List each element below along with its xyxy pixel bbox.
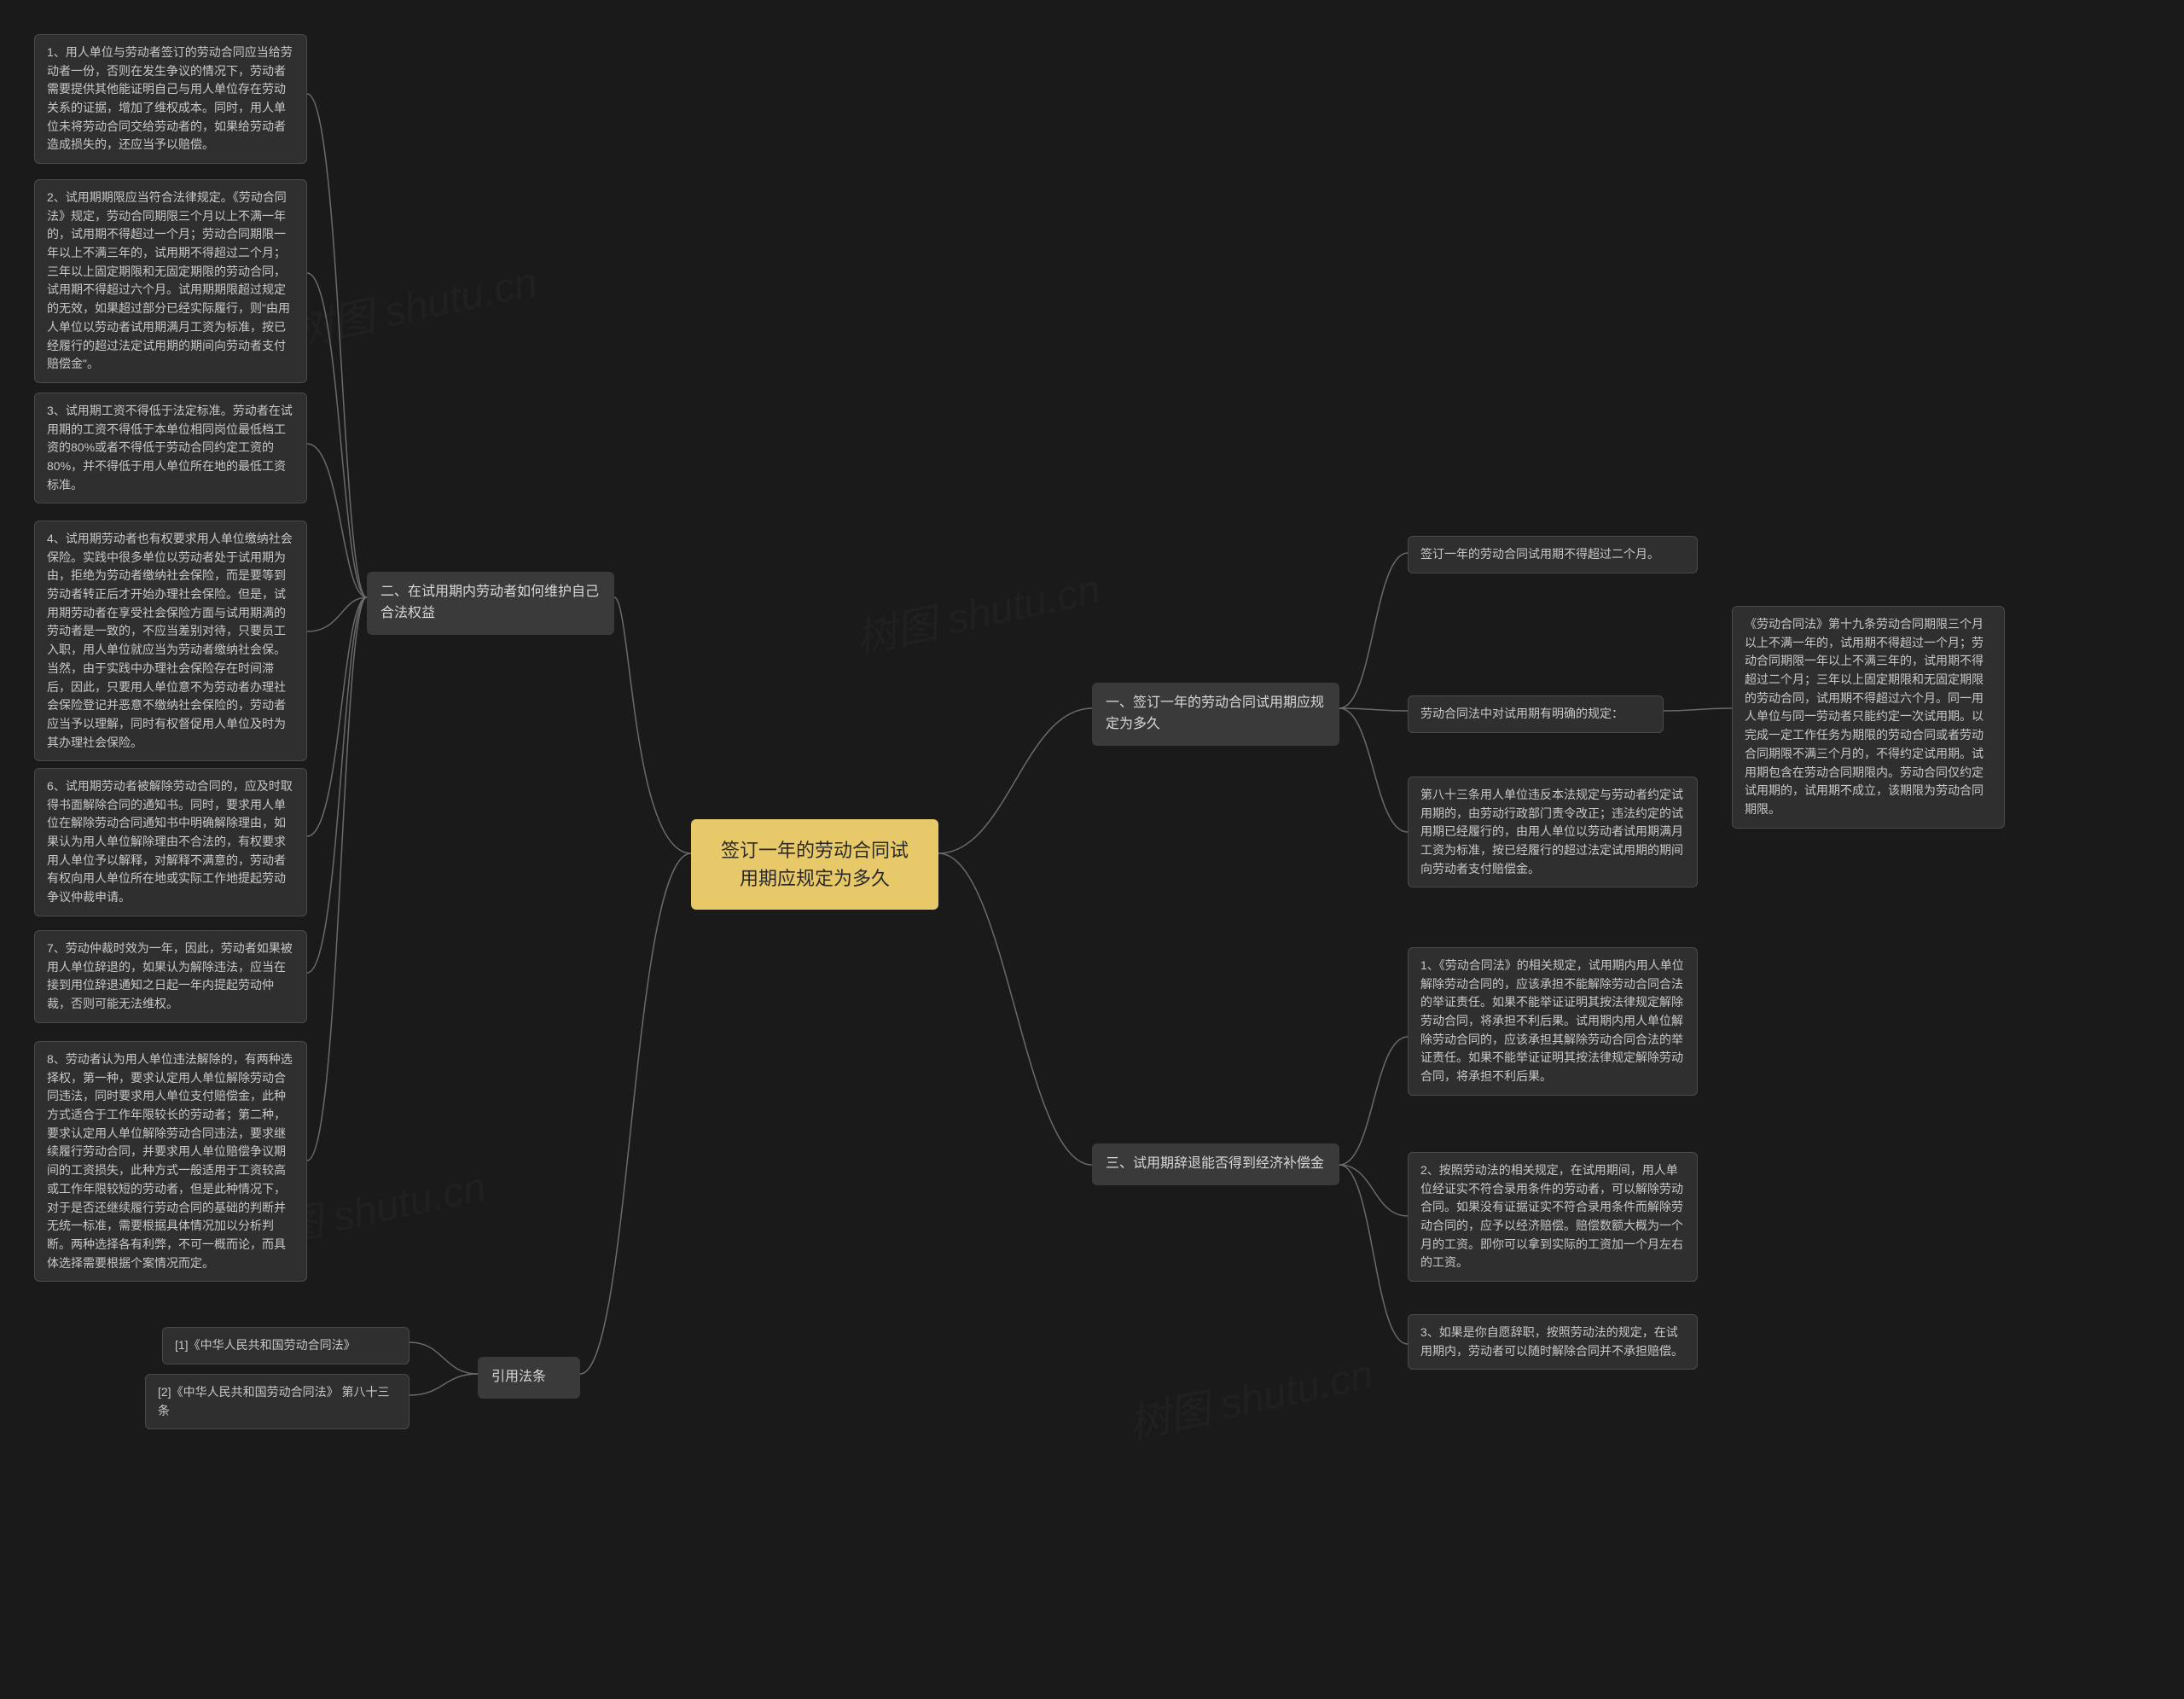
branch-node[interactable]: 一、签订一年的劳动合同试用期应规定为多久 bbox=[1092, 683, 1339, 746]
leaf-node[interactable]: [2]《中华人民共和国劳动合同法》 第八十三条 bbox=[145, 1374, 410, 1429]
leaf-node[interactable]: 6、试用期劳动者被解除劳动合同的，应及时取得书面解除合同的通知书。同时，要求用人… bbox=[34, 768, 307, 916]
leaf-node[interactable]: 《劳动合同法》第十九条劳动合同期限三个月以上不满一年的，试用期不得超过一个月；劳… bbox=[1732, 606, 2005, 829]
branch-node[interactable]: 引用法条 bbox=[478, 1357, 580, 1399]
leaf-node[interactable]: 3、如果是你自愿辞职，按照劳动法的规定，在试用期内，劳动者可以随时解除合同并不承… bbox=[1408, 1314, 1698, 1370]
branch-node[interactable]: 二、在试用期内劳动者如何维护自己合法权益 bbox=[367, 572, 614, 635]
leaf-node[interactable]: 4、试用期劳动者也有权要求用人单位缴纳社会保险。实践中很多单位以劳动者处于试用期… bbox=[34, 521, 307, 761]
leaf-node[interactable]: 2、试用期期限应当符合法律规定。《劳动合同法》规定，劳动合同期限三个月以上不满一… bbox=[34, 179, 307, 383]
leaf-node[interactable]: 1、用人单位与劳动者签订的劳动合同应当给劳动者一份，否则在发生争议的情况下，劳动… bbox=[34, 34, 307, 164]
leaf-node[interactable]: 劳动合同法中对试用期有明确的规定： bbox=[1408, 695, 1664, 733]
leaf-node[interactable]: 第八十三条用人单位违反本法规定与劳动者约定试用期的，由劳动行政部门责令改正；违法… bbox=[1408, 777, 1698, 887]
leaf-node[interactable]: 2、按照劳动法的相关规定，在试用期间，用人单位经证实不符合录用条件的劳动者，可以… bbox=[1408, 1152, 1698, 1282]
leaf-node[interactable]: 1、《劳动合同法》的相关规定，试用期内用人单位解除劳动合同的，应该承担不能解除劳… bbox=[1408, 947, 1698, 1096]
branch-node[interactable]: 三、试用期辞退能否得到经济补偿金 bbox=[1092, 1143, 1339, 1185]
leaf-node[interactable]: 7、劳动仲裁时效为一年，因此，劳动者如果被用人单位辞退的，如果认为解除违法，应当… bbox=[34, 930, 307, 1023]
leaf-node[interactable]: 3、试用期工资不得低于法定标准。劳动者在试用期的工资不得低于本单位相同岗位最低档… bbox=[34, 393, 307, 503]
leaf-node[interactable]: 签订一年的劳动合同试用期不得超过二个月。 bbox=[1408, 536, 1698, 573]
watermark: 树图 shutu.cn bbox=[287, 248, 542, 358]
mindmap-root[interactable]: 签订一年的劳动合同试用期应规定为多久 bbox=[691, 819, 938, 910]
watermark: 树图 shutu.cn bbox=[1123, 1341, 1378, 1451]
leaf-node[interactable]: [1]《中华人民共和国劳动合同法》 bbox=[162, 1327, 410, 1364]
connector-layer bbox=[0, 0, 2184, 1699]
leaf-node[interactable]: 8、劳动者认为用人单位违法解除的，有两种选择权，第一种，要求认定用人单位解除劳动… bbox=[34, 1041, 307, 1282]
watermark: 树图 shutu.cn bbox=[850, 556, 1105, 666]
